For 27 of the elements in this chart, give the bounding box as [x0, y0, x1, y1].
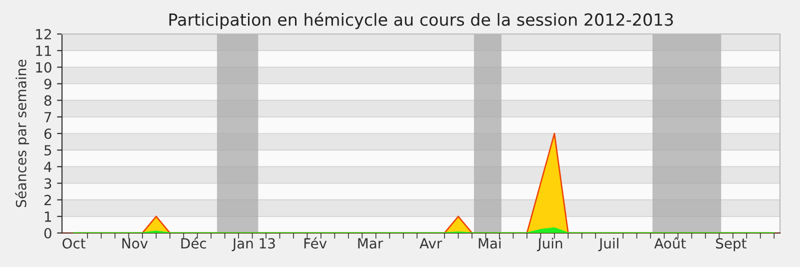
x-tick-label: Août: [654, 237, 686, 249]
y-tick-label: 4: [44, 162, 52, 172]
y-tick-label: 5: [44, 145, 52, 156]
x-tick-label: Oct: [62, 238, 86, 249]
y-tick-label: 6: [44, 128, 52, 139]
x-tick-label: Jan 13: [232, 238, 275, 252]
y-tick-label: 9: [44, 78, 52, 90]
x-tick-label: Nov: [122, 238, 148, 249]
x-tick-label: Fév: [304, 237, 327, 249]
x-tick-label: Mai: [478, 238, 501, 249]
y-tick-label: 12: [36, 28, 51, 40]
y-tick-label: 8: [44, 95, 52, 106]
y-tick-label: 11: [36, 46, 51, 56]
x-tick-label: Avr: [420, 238, 442, 248]
chart-title: Participation en hémicycle au cours de la session 2012-2013: [169, 12, 673, 30]
y-tick-label: 0: [44, 228, 52, 238]
y-tick-label: 1: [44, 212, 51, 222]
x-tick-label: Mar: [358, 238, 384, 249]
x-tick-label: Juil: [598, 238, 618, 252]
x-tick-label: Juin: [536, 238, 562, 252]
x-tick-label: Déc: [181, 237, 206, 249]
y-axis-title: Séances par semaine: [15, 60, 30, 208]
y-tick-label: 7: [44, 112, 52, 122]
x-tick-label: Sept: [716, 238, 746, 252]
y-tick-label: 3: [44, 178, 52, 189]
y-tick-label: 10: [36, 62, 52, 73]
y-tick-label: 2: [44, 194, 51, 206]
